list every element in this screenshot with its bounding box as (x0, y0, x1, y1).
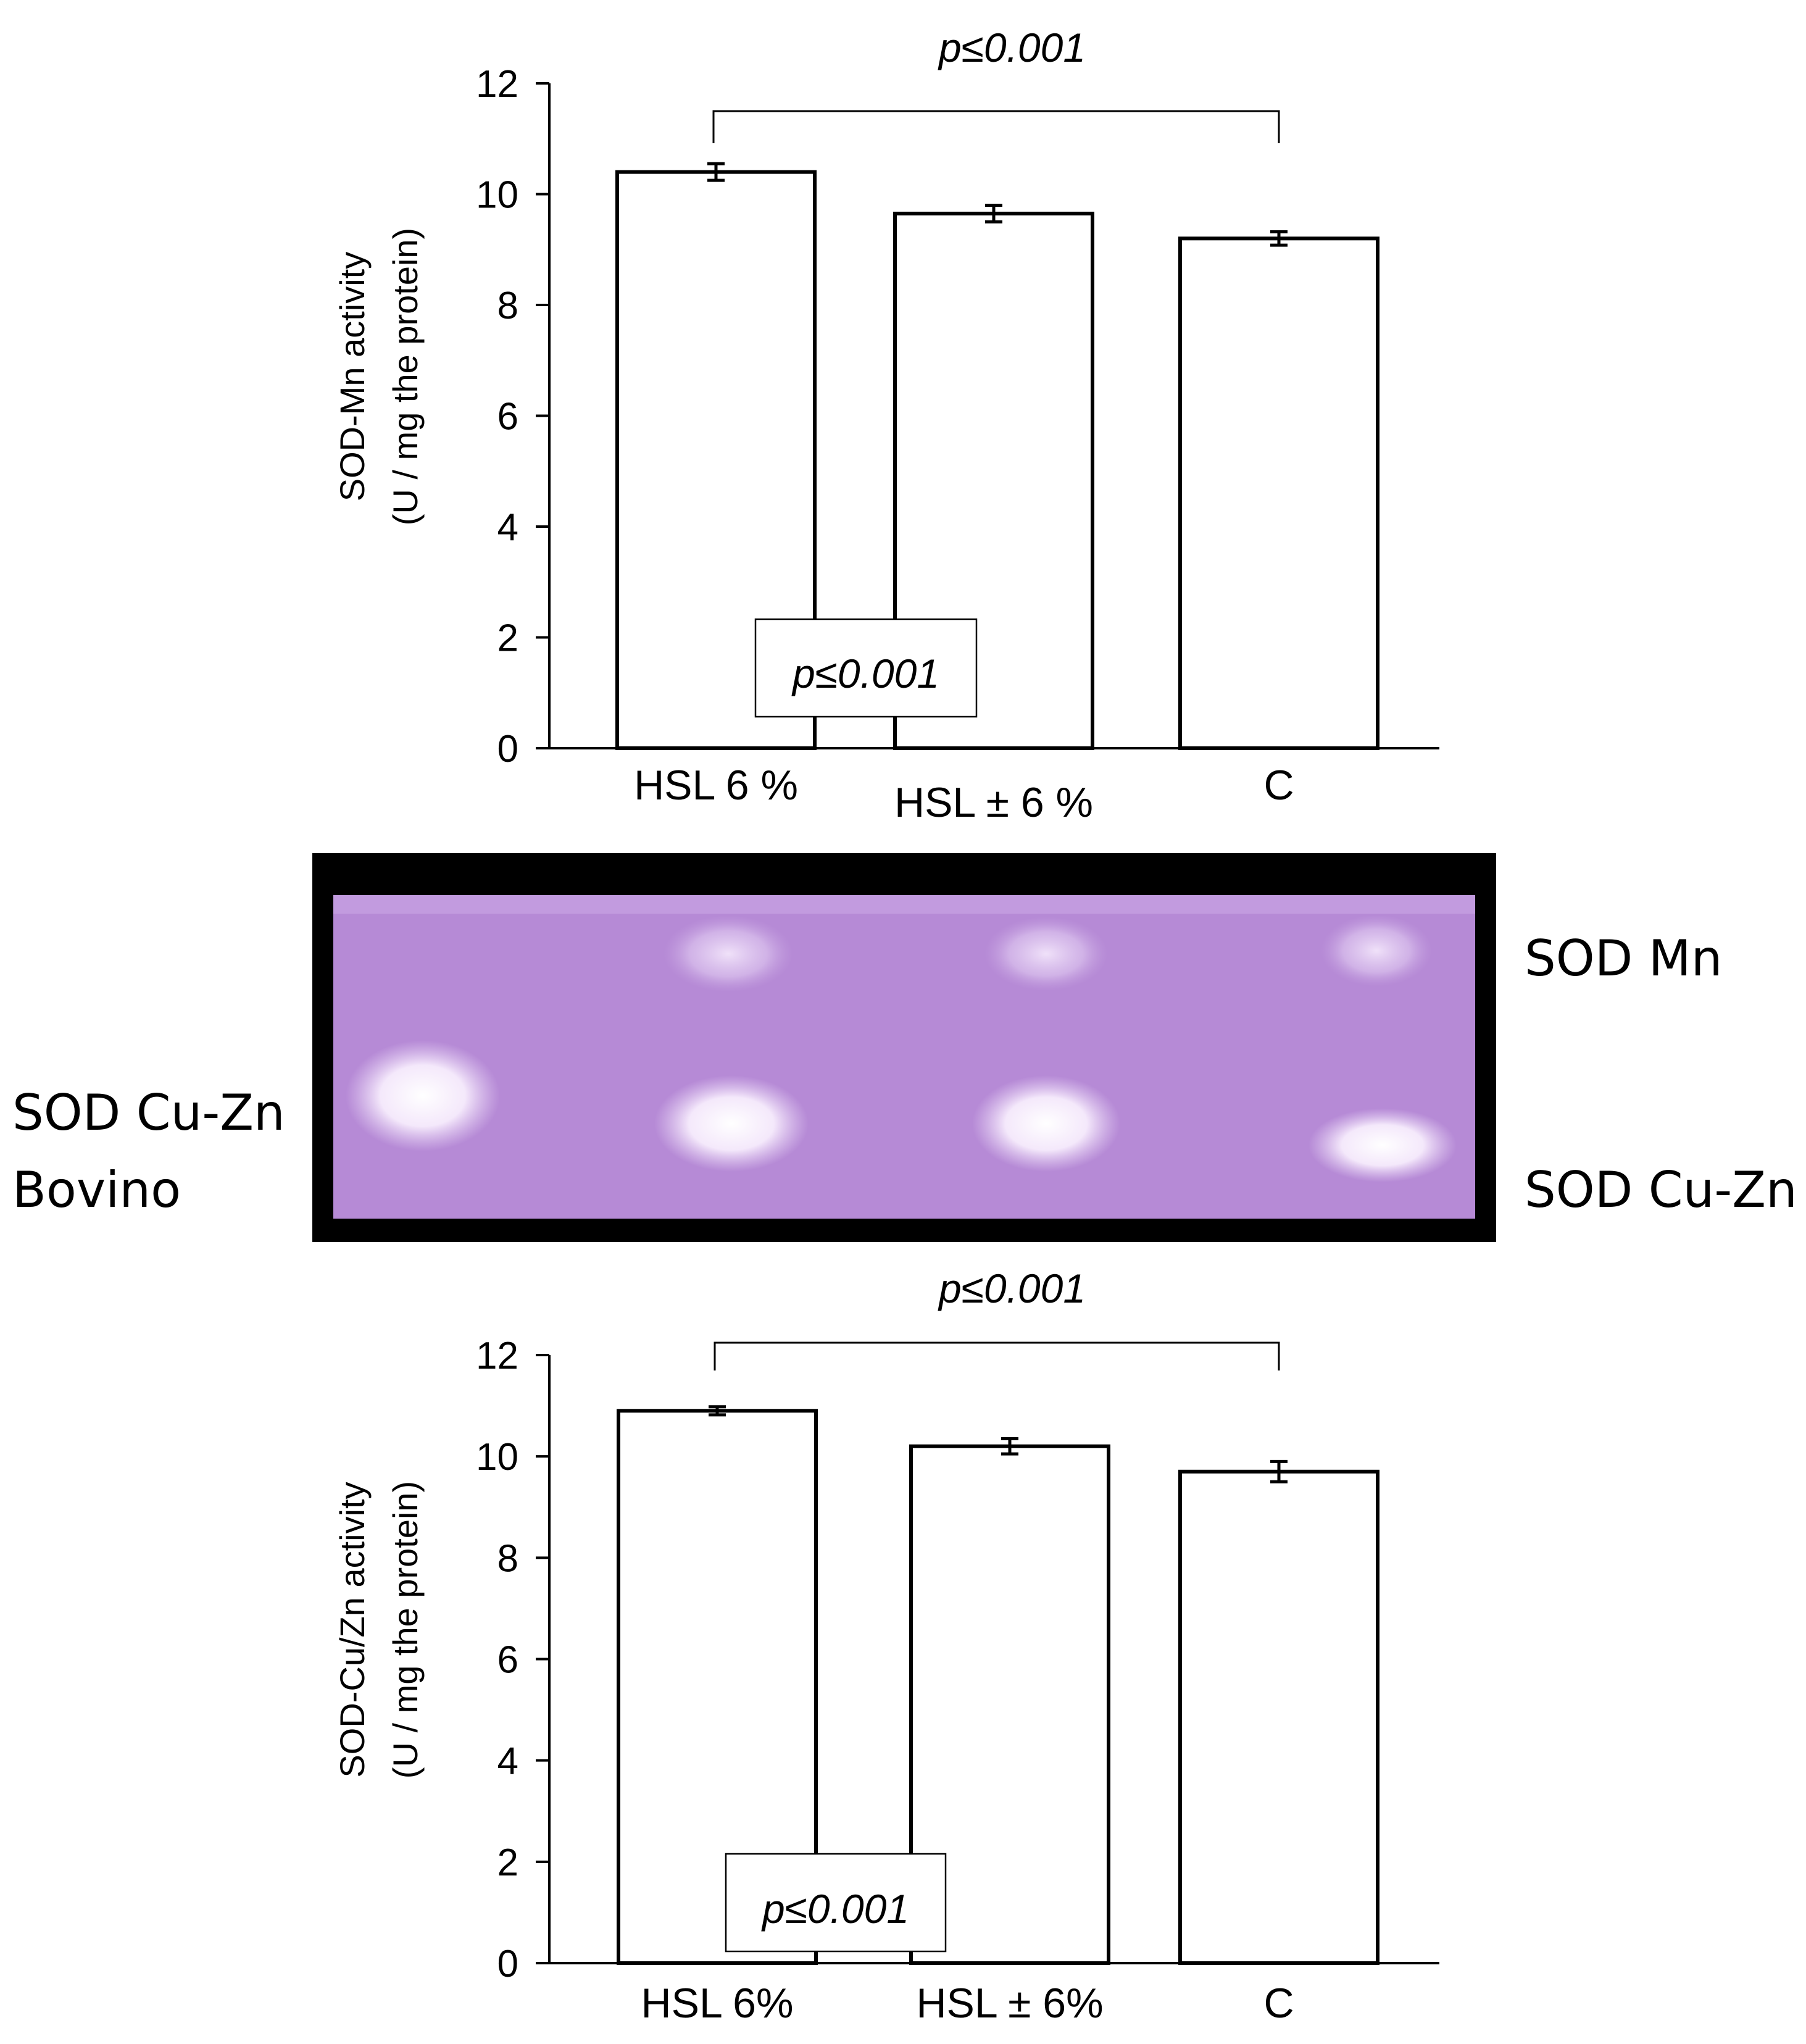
x-category-label: HSL 6% (641, 1980, 794, 2027)
x-category-label: HSL ± 6% (916, 1980, 1103, 2027)
y-axis-label: SOD-Cu/Zn activity (333, 1482, 372, 1777)
boxed-p-value-text: p≤0.001 (791, 651, 939, 696)
y-tick-label: 0 (497, 1943, 518, 1985)
y-tick-label: 12 (476, 63, 518, 106)
boxed-p-value-text: p≤0.001 (761, 1886, 909, 1932)
gel-band (972, 1075, 1120, 1172)
y-tick-label: 10 (476, 1436, 518, 1479)
error-bar (1270, 230, 1288, 247)
y-axis-label-unit: (U / mg the protein) (386, 1481, 425, 1779)
x-category-label: C (1263, 762, 1294, 809)
gel-label-sod-cuzn: SOD Cu-Zn (1525, 1161, 1797, 1219)
y-tick-label: 2 (497, 1842, 518, 1884)
bars (615, 162, 1379, 751)
error-bar (985, 203, 1002, 223)
y-tick-label: 6 (497, 1639, 518, 1682)
error-bar (709, 1405, 726, 1417)
bracket-p-value: p≤0.001 (938, 25, 1086, 70)
gel-lane-area (333, 895, 1475, 1219)
gel-band (654, 1075, 809, 1172)
error-bar (1270, 1459, 1288, 1483)
gel-band (984, 917, 1108, 991)
gel-label-left-2: Bovino (12, 1161, 181, 1219)
y-tick-label: 4 (497, 506, 518, 549)
sod-mn-chart: 0 2 4 6 8 10 12 HSL 6 % HSL ± 6 % C SOD-Mn activ… (333, 25, 1439, 826)
boxed-p-value: p≤0.001 (725, 1853, 947, 1953)
y-tick-label: 8 (497, 285, 518, 327)
y-tick-label: 0 (497, 728, 518, 770)
error-bar (707, 162, 725, 182)
bar (1178, 236, 1379, 750)
bracket-p-value: p≤0.001 (938, 1266, 1086, 1311)
y-tick-labels: 0 2 4 6 8 10 12 (476, 63, 518, 770)
bar (1178, 1469, 1379, 1966)
significance-bracket: p≤0.001 (714, 1266, 1280, 1370)
x-category-labels: HSL 6 % HSL ± 6 % C (634, 762, 1294, 826)
sod-cuzn-chart: 0 2 4 6 8 10 12 HSL 6% HSL ± 6% C SOD-Cu/Zn acti… (333, 1266, 1439, 2027)
gel-band (1321, 915, 1432, 987)
y-axis-label: SOD-Mn activity (333, 252, 372, 502)
y-axis-label-unit: (U / mg the protein) (386, 228, 425, 525)
zymogram-gel: SOD Cu-Zn Bovino SOD Mn SOD Cu-Zn (12, 853, 1797, 1242)
y-tick-label: 8 (497, 1537, 518, 1580)
gel-band (346, 1040, 500, 1151)
x-category-labels: HSL 6% HSL ± 6% C (641, 1980, 1294, 2027)
gel-band (664, 916, 793, 992)
y-tick-label: 12 (476, 1335, 518, 1377)
y-tick-label: 10 (476, 174, 518, 217)
y-tick-label: 6 (497, 396, 518, 438)
y-tick-label: 2 (497, 617, 518, 660)
y-tick-label: 4 (497, 1740, 518, 1783)
error-bar (1001, 1437, 1018, 1456)
x-category-label: HSL 6 % (634, 762, 798, 809)
gel-label-sod-mn: SOD Mn (1525, 930, 1723, 987)
x-category-label: C (1263, 1980, 1294, 2027)
boxed-p-value: p≤0.001 (754, 618, 978, 718)
gel-label-left-1: SOD Cu-Zn (12, 1084, 285, 1141)
gel-band (1309, 1108, 1457, 1182)
y-tick-labels: 0 2 4 6 8 10 12 (476, 1335, 518, 1985)
significance-bracket: p≤0.001 (712, 25, 1280, 143)
x-category-label: HSL ± 6 % (894, 779, 1093, 826)
